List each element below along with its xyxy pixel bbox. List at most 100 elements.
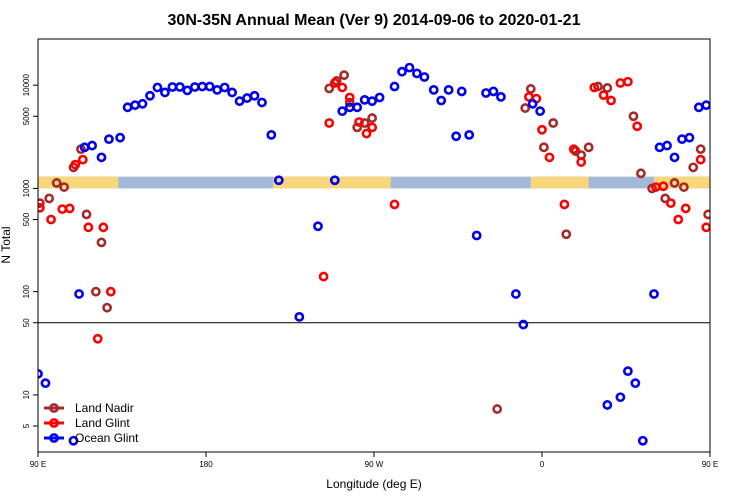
land-nadir-point bbox=[339, 70, 350, 81]
land-glint-point bbox=[712, 335, 719, 342]
land-nadir-point bbox=[583, 142, 594, 153]
land-nadir-point bbox=[525, 84, 536, 94]
ocean-glint-point bbox=[443, 84, 454, 95]
land-nadir-point bbox=[669, 178, 680, 188]
y-tick-label: 5000 bbox=[22, 107, 31, 125]
ocean-glint-point bbox=[637, 435, 648, 446]
ocean-glint-point bbox=[535, 106, 546, 117]
land-glint-point bbox=[589, 82, 600, 93]
ocean-glint-point bbox=[130, 100, 140, 111]
land-nadir-point bbox=[44, 193, 55, 204]
ocean-glint-point bbox=[518, 319, 529, 330]
land-glint-point bbox=[701, 222, 710, 233]
ocean-glint-point bbox=[145, 90, 155, 101]
land-nadir-point bbox=[660, 193, 671, 204]
ocean-glint-point bbox=[412, 68, 422, 79]
ocean-glint-point bbox=[615, 392, 626, 403]
ocean-glint-point bbox=[510, 289, 521, 299]
land-band-segment bbox=[654, 176, 710, 189]
land-glint-point bbox=[389, 199, 400, 210]
ocean-glint-point bbox=[677, 134, 687, 145]
ocean-glint-point bbox=[204, 81, 215, 92]
ocean-glint-point bbox=[527, 98, 538, 109]
legend-marker-land-glint bbox=[49, 418, 59, 428]
land-nadir-point bbox=[725, 304, 732, 311]
ocean-glint-point bbox=[352, 102, 363, 113]
land-glint-point bbox=[70, 159, 81, 170]
land-nadir-point bbox=[520, 103, 531, 113]
land-glint-point bbox=[337, 82, 348, 93]
land-glint-point bbox=[718, 224, 725, 231]
ocean-glint-point bbox=[152, 82, 163, 93]
ocean-glint-point bbox=[397, 66, 407, 77]
land-band-segment bbox=[38, 176, 119, 189]
y-tick-label: 10 bbox=[22, 390, 31, 399]
land-nadir-point bbox=[688, 162, 699, 173]
land-glint-point bbox=[658, 181, 669, 192]
land-glint-point bbox=[598, 90, 609, 101]
ocean-glint-point bbox=[137, 98, 148, 109]
legend-label-land-nadir: Land Nadir bbox=[75, 401, 134, 415]
legend-marker-land-nadir bbox=[49, 403, 59, 413]
ocean-glint-point bbox=[329, 175, 340, 186]
ocean-glint-point bbox=[182, 85, 193, 96]
ocean-glint-point bbox=[174, 82, 185, 92]
ocean-glint-point bbox=[451, 131, 462, 142]
land-nadir-point bbox=[90, 286, 101, 297]
land-nadir-point bbox=[714, 288, 721, 295]
land-glint-point bbox=[606, 95, 616, 106]
legend-label-land-glint: Land Glint bbox=[75, 416, 130, 430]
ocean-glint-point bbox=[693, 102, 704, 113]
ocean-glint-point bbox=[488, 86, 499, 97]
land-glint-point bbox=[318, 271, 329, 282]
x-tick-label: 0 bbox=[540, 460, 545, 469]
legend-label-ocean-glint: Ocean Glint bbox=[75, 431, 139, 445]
land-glint-point bbox=[632, 121, 643, 132]
ocean-glint-point bbox=[602, 400, 613, 410]
land-nadir-point bbox=[719, 239, 726, 246]
y-tick-label: 50 bbox=[22, 318, 31, 327]
data-points bbox=[38, 62, 740, 446]
land-glint-point bbox=[680, 203, 691, 214]
land-glint-point bbox=[544, 152, 555, 163]
land-glint-point bbox=[559, 199, 570, 210]
ocean-glint-point bbox=[662, 140, 672, 151]
y-tick-label: 10000 bbox=[22, 73, 31, 96]
x-axis: 90 E 180 90 W 0 90 E bbox=[30, 452, 718, 469]
land-nadir-point bbox=[102, 302, 112, 313]
ocean-glint-point bbox=[266, 129, 277, 140]
ocean-glint-point bbox=[367, 96, 378, 107]
land-nadir-point bbox=[538, 142, 549, 153]
ocean-glint-point bbox=[189, 82, 200, 92]
land-glint-point bbox=[568, 144, 579, 155]
y-axis-label: N Total bbox=[0, 226, 13, 263]
land-glint-point bbox=[367, 122, 378, 133]
ocean-glint-point bbox=[718, 92, 725, 99]
ocean-glint-point bbox=[74, 289, 84, 299]
land-glint-point bbox=[77, 154, 88, 165]
ocean-glint-point bbox=[359, 94, 370, 105]
ocean-glint-point bbox=[242, 93, 252, 103]
ocean-glint-point bbox=[122, 102, 133, 113]
ocean-glint-point bbox=[115, 132, 126, 143]
ocean-glint-point bbox=[374, 92, 385, 103]
land-nadir-point bbox=[678, 182, 689, 192]
land-nadir-point bbox=[51, 178, 62, 188]
ocean-glint-point bbox=[630, 378, 641, 389]
ocean-glint-point bbox=[313, 221, 323, 232]
land-glint-point bbox=[615, 78, 626, 88]
chart-title: 30N-35N Annual Mean (Ver 9) 2014-09-06 t… bbox=[168, 12, 581, 29]
ocean-glint-point bbox=[257, 97, 267, 108]
ocean-glint-point bbox=[337, 106, 348, 117]
ocean-glint-point bbox=[733, 89, 740, 96]
land-glint-point bbox=[622, 76, 633, 87]
y-tick-label: 5 bbox=[22, 423, 31, 428]
land-glint-point bbox=[46, 214, 56, 225]
ocean-glint-point bbox=[273, 175, 284, 186]
ocean-glint-point bbox=[701, 100, 710, 111]
land-nadir-point bbox=[59, 182, 70, 192]
land-mask-band bbox=[38, 176, 710, 189]
land-glint-point bbox=[695, 154, 706, 165]
